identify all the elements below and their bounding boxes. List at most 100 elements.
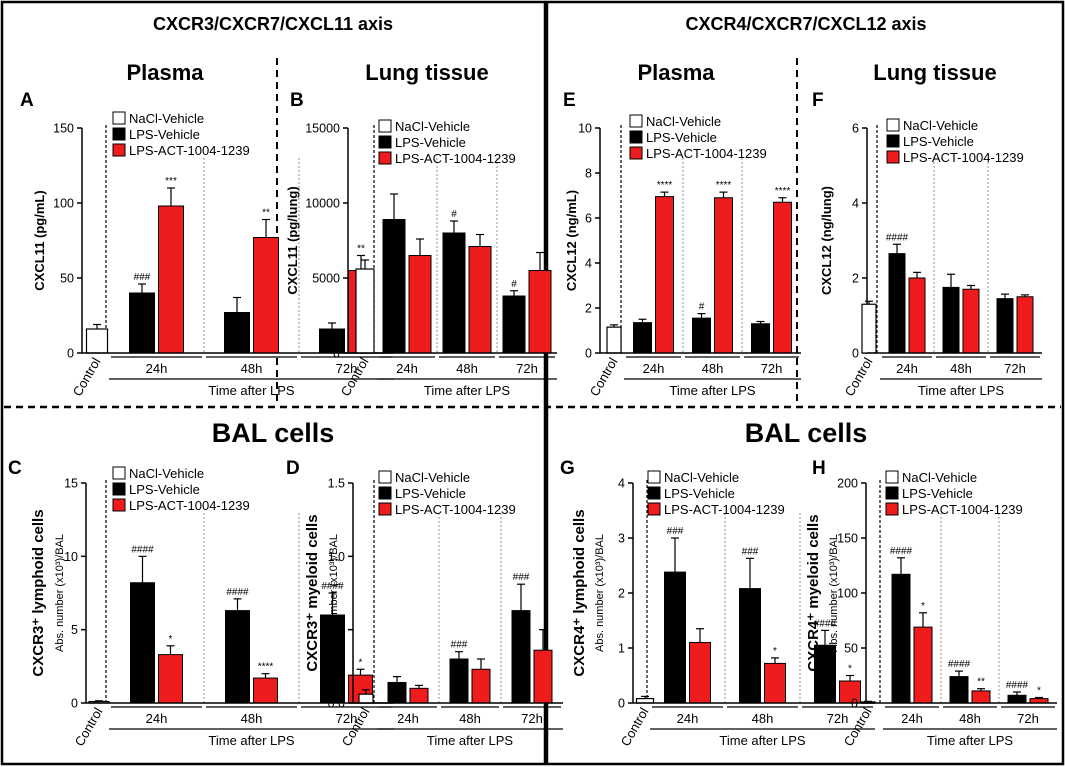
bar-lps-act-48h	[253, 237, 279, 354]
timepoint-label: 72h	[336, 711, 358, 726]
legend-swatch	[112, 466, 126, 480]
panel-D: D 0.0 0.5 1.0 1.5 CXCR3⁺ myeloid cells Abs. nu…	[286, 458, 563, 749]
y-tick-label: 1.0	[328, 550, 345, 564]
bar-lps-vehicle-72h	[511, 610, 531, 704]
y-tick-label: 4	[852, 197, 859, 211]
y-tick-label: 10	[64, 550, 78, 564]
significance-label: **	[357, 244, 365, 255]
bar-lps-vehicle-48h	[949, 676, 969, 704]
bar-lps-vehicle-48h	[224, 312, 250, 354]
bar-lps-vehicle-48h	[692, 317, 711, 354]
timepoint-label: 24h	[896, 361, 918, 376]
left-frame	[0, 0, 547, 766]
legend-label: NaCl-Vehicle	[902, 470, 977, 485]
legend-label: NaCl-Vehicle	[129, 466, 204, 481]
y-tick-label: 10	[578, 122, 592, 136]
legend-swatch	[378, 151, 392, 165]
panel-letter: E	[563, 90, 576, 111]
y-axis-sublabel: Abs. number (x10³)/BAL	[594, 534, 606, 652]
significance-label: ####	[948, 659, 971, 670]
timepoint-label: 48h	[702, 361, 724, 376]
y-tick-label: 2	[585, 302, 592, 316]
timepoint-label: 24h	[677, 711, 699, 726]
y-axis-label: CXCR4⁺ lymphoid cells	[571, 509, 588, 676]
legend-label: LPS-Vehicle	[129, 127, 200, 142]
bal-title-left: BAL cells	[212, 418, 335, 448]
bar-control	[861, 303, 877, 354]
bar-lps-vehicle-24h	[888, 253, 906, 354]
panel-letter: D	[286, 458, 300, 479]
bar-control	[358, 693, 374, 704]
legend-label: NaCl-Vehicle	[903, 118, 978, 133]
bar-control	[85, 328, 109, 354]
timepoint-label: 48h	[241, 711, 263, 726]
legend-swatch	[886, 134, 900, 148]
bar-control	[355, 268, 375, 354]
legend-swatch	[112, 111, 126, 125]
bar-lps-vehicle-48h	[449, 658, 469, 704]
panel-G: G 0 1 2 3 4 CXCR4⁺ lymphoid cells Abs. number (…	[560, 458, 875, 749]
panel-A: A Plasma 0 50 100 150 CXCL11 (pg/mL) ### *** 24h *…	[20, 60, 394, 399]
legend-label: LPS-Vehicle	[395, 486, 466, 501]
y-tick-label: 0	[67, 347, 74, 361]
y-tick-label: 15	[64, 477, 78, 491]
legend-swatch	[378, 502, 392, 516]
legend-swatch	[112, 143, 126, 157]
y-tick-label: 150	[837, 532, 858, 546]
bar-lps-act-72h	[528, 270, 552, 354]
bar-lps-act-48h	[471, 668, 491, 704]
significance-label: ####	[814, 618, 837, 629]
bar-lps-act-24h	[689, 642, 711, 704]
y-axis-label: CXCL12 (ng/lung)	[819, 186, 834, 295]
timepoint-label: 72h	[761, 361, 783, 376]
significance-label: ****	[258, 662, 274, 673]
legend-swatch	[647, 502, 661, 516]
y-axis-label: CXCR4⁺ myeloid cells	[805, 514, 822, 671]
significance-label: *	[773, 646, 777, 657]
y-tick-label: 0	[618, 697, 625, 711]
timepoint-label: 48h	[459, 711, 481, 726]
y-tick-label: 3	[618, 532, 625, 546]
bar-lps-act-24h	[908, 277, 926, 354]
legend-swatch	[886, 118, 900, 132]
legend-swatch	[378, 470, 392, 484]
timepoint-label: 24h	[146, 711, 168, 726]
significance-label: *	[1037, 686, 1041, 697]
legend-swatch	[885, 470, 899, 484]
y-tick-label: 4	[618, 477, 625, 491]
legend-swatch	[378, 135, 392, 149]
timepoint-label: 24h	[146, 361, 168, 376]
bar-lps-act-48h	[468, 246, 492, 354]
significance-label: ####	[321, 581, 344, 592]
significance-label: ****	[775, 186, 791, 197]
right-header: CXCR4/CXCR7/CXCL12 axis	[685, 14, 926, 34]
y-tick-label: 1	[618, 642, 625, 656]
bar-lps-vehicle-24h	[130, 582, 155, 704]
y-tick-label: 0	[852, 347, 859, 361]
significance-label: *	[359, 657, 363, 668]
legend-swatch	[629, 114, 643, 128]
bar-lps-act-48h	[971, 690, 991, 704]
x-axis-label: Time after LPS	[918, 383, 1005, 398]
legend-label: LPS-ACT-1004-1239	[664, 502, 785, 517]
bar-lps-act-48h	[714, 197, 733, 354]
x-axis-label: Time after LPS	[424, 383, 511, 398]
timepoint-label: 48h	[241, 361, 263, 376]
legend-label: NaCl-Vehicle	[129, 111, 204, 126]
y-axis-label: CXCL11 (pg/mL)	[32, 190, 47, 290]
y-tick-label: 10000	[305, 197, 340, 211]
significance-label: ****	[716, 180, 732, 191]
legend-swatch	[885, 486, 899, 500]
legend-label: LPS-Vehicle	[395, 135, 466, 150]
bar-lps-vehicle-72h	[996, 298, 1014, 354]
bar-control	[606, 326, 622, 354]
right-frame	[545, 0, 1065, 766]
panel-letter: B	[290, 90, 304, 111]
significance-label: *	[169, 634, 173, 645]
bar-lps-vehicle-48h	[739, 588, 761, 704]
legend-swatch	[378, 119, 392, 133]
panel-letter: C	[8, 458, 22, 479]
y-tick-label: 0	[585, 347, 592, 361]
x-axis-label: Time after LPS	[669, 383, 756, 398]
